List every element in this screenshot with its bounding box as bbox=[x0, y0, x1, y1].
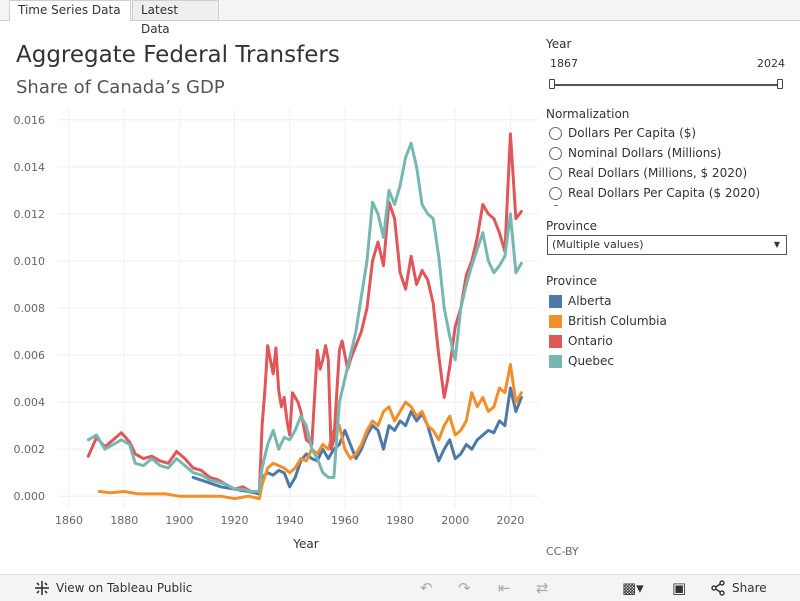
x-tick-label: 2020 bbox=[496, 514, 524, 527]
radio-circle-icon bbox=[549, 186, 562, 200]
normalization-option-real-dollars-per-capita[interactable]: Real Dollars Per Capita ($ 2020) bbox=[549, 185, 760, 201]
y-tick-label: 0.002 bbox=[14, 443, 46, 456]
view-on-tableau-public-link[interactable]: View on Tableau Public bbox=[34, 580, 192, 596]
y-tick-label: 0.008 bbox=[14, 302, 46, 315]
radio-circle-icon bbox=[549, 146, 562, 160]
x-tick-label: 1880 bbox=[110, 514, 138, 527]
legend-item-quebec[interactable]: Quebec bbox=[549, 353, 614, 369]
province-dropdown-value: (Multiple values) bbox=[552, 238, 644, 251]
list-scroll-indicator[interactable] bbox=[554, 205, 558, 206]
x-tick-label: 1940 bbox=[276, 514, 304, 527]
legend-label: Ontario bbox=[568, 334, 613, 348]
legend-label: Quebec bbox=[568, 354, 615, 368]
tab-bar: Time Series Data Latest Data bbox=[0, 0, 800, 36]
radio-label: Dollars Per Capita ($) bbox=[568, 126, 697, 140]
series-line-british-columbia[interactable] bbox=[97, 363, 523, 501]
province-filter-label: Province bbox=[546, 219, 598, 233]
y-tick-label: 0.000 bbox=[14, 490, 46, 503]
tab-time-series-data[interactable]: Time Series Data bbox=[9, 0, 131, 21]
line-chart[interactable]: 0.000 0.002 0.004 0.006 0.008 0.010 0.012 0.014… bbox=[0, 108, 540, 558]
chart-title: Aggregate Federal Transfers bbox=[16, 42, 340, 68]
undo-icon[interactable]: ↶ bbox=[420, 579, 433, 597]
view-on-tableau-public-label: View on Tableau Public bbox=[56, 581, 193, 595]
year-min-label: 1867 bbox=[550, 57, 578, 70]
pause-updates-icon[interactable]: ⇄ bbox=[536, 579, 549, 597]
radio-label: Nominal Dollars (Millions) bbox=[568, 146, 722, 160]
redo-icon[interactable]: ↷ bbox=[458, 579, 471, 597]
y-tick-label: 0.010 bbox=[14, 255, 46, 268]
fullscreen-icon[interactable]: ▣ bbox=[672, 579, 687, 597]
share-button[interactable]: Share bbox=[710, 580, 767, 596]
radio-label: Real Dollars Per Capita ($ 2020) bbox=[568, 186, 761, 200]
x-tick-label: 1960 bbox=[331, 514, 359, 527]
year-max-label: 2024 bbox=[757, 57, 785, 70]
revert-icon[interactable]: ⇤ bbox=[498, 579, 511, 597]
y-tick-label: 0.006 bbox=[14, 349, 46, 362]
tab-latest-data[interactable]: Latest Data bbox=[132, 0, 219, 36]
series-line-alberta[interactable] bbox=[191, 386, 523, 496]
share-label: Share bbox=[732, 581, 767, 595]
legend-label: Alberta bbox=[568, 294, 612, 308]
legend-title: Province bbox=[546, 274, 598, 288]
series-line-quebec[interactable] bbox=[86, 141, 523, 493]
normalization-option-dollars-per-capita[interactable]: Dollars Per Capita ($) bbox=[549, 125, 696, 141]
legend-swatch bbox=[549, 334, 562, 348]
y-tick-label: 0.012 bbox=[14, 208, 46, 221]
y-tick-label: 0.016 bbox=[14, 114, 46, 127]
year-slider-track[interactable] bbox=[552, 84, 780, 86]
x-tick-label: 1900 bbox=[165, 514, 193, 527]
year-slider-min-handle[interactable] bbox=[549, 79, 555, 89]
x-axis-title: Year bbox=[292, 537, 318, 551]
radio-label: Real Dollars (Millions, $ 2020) bbox=[568, 166, 748, 180]
legend-item-alberta[interactable]: Alberta bbox=[549, 293, 612, 309]
caret-down-icon: ▼ bbox=[773, 240, 780, 249]
radio-circle-icon bbox=[549, 166, 562, 180]
download-icon[interactable]: ▩▾ bbox=[622, 579, 644, 597]
normalization-option-nominal-dollars[interactable]: Nominal Dollars (Millions) bbox=[549, 145, 721, 161]
y-tick-label: 0.014 bbox=[14, 161, 46, 174]
tableau-logo-icon bbox=[35, 581, 49, 595]
year-filter-label: Year bbox=[546, 37, 572, 51]
legend-item-british-columbia[interactable]: British Columbia bbox=[549, 313, 667, 329]
legend-item-ontario[interactable]: Ontario bbox=[549, 333, 613, 349]
x-tick-label: 1860 bbox=[55, 514, 83, 527]
legend-swatch bbox=[549, 294, 562, 308]
share-icon bbox=[711, 580, 725, 596]
chart-subtitle: Share of Canada’s GDP bbox=[16, 77, 225, 98]
license-text: CC-BY bbox=[546, 545, 579, 558]
normalization-option-real-dollars[interactable]: Real Dollars (Millions, $ 2020) bbox=[549, 165, 747, 181]
legend-label: British Columbia bbox=[568, 314, 667, 328]
x-tick-label: 2000 bbox=[441, 514, 469, 527]
x-tick-label: 1980 bbox=[386, 514, 414, 527]
normalization-label: Normalization bbox=[546, 107, 630, 121]
year-slider-max-handle[interactable] bbox=[777, 79, 783, 89]
x-tick-label: 1920 bbox=[221, 514, 249, 527]
y-tick-label: 0.004 bbox=[14, 396, 46, 409]
bottom-toolbar: View on Tableau Public ↶ ↷ ⇤ ⇄ ▩▾ ▣ Shar… bbox=[0, 574, 800, 601]
province-dropdown[interactable]: (Multiple values) ▼ bbox=[547, 235, 787, 255]
radio-circle-icon bbox=[549, 126, 562, 140]
legend-swatch bbox=[549, 354, 562, 368]
legend-swatch bbox=[549, 314, 562, 328]
series-line-ontario[interactable] bbox=[86, 132, 523, 493]
